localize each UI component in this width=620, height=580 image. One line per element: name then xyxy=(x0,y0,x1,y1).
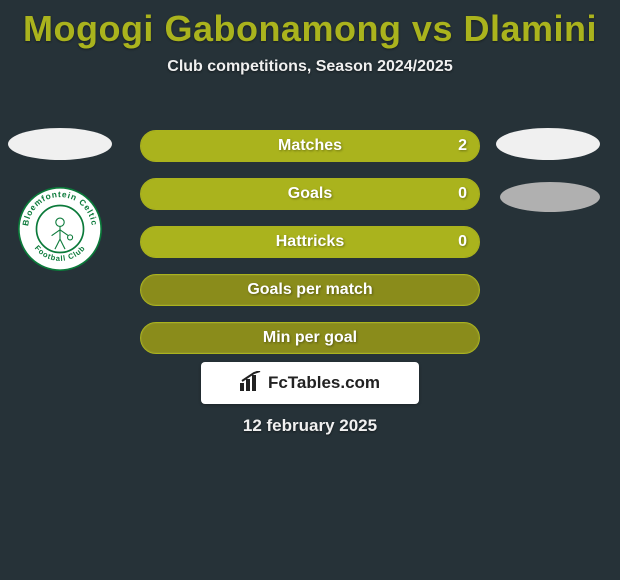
player-right-avatar xyxy=(496,128,600,160)
team-left-crest: Bloemfontein Celtic Football Club xyxy=(18,187,102,271)
stat-row: Min per goal xyxy=(140,322,480,354)
stat-row: Goals 0 xyxy=(140,178,480,210)
stat-value-right: 2 xyxy=(458,137,467,155)
stat-label: Matches xyxy=(278,137,342,155)
page-subtitle: Club competitions, Season 2024/2025 xyxy=(0,58,620,76)
stats-block: Matches 2 Goals 0 Hattricks 0 Goals per match M… xyxy=(140,130,480,370)
chart-icon xyxy=(240,371,262,396)
team-right-crest xyxy=(500,182,600,212)
branding-text: FcTables.com xyxy=(268,373,380,393)
footer-date: 12 february 2025 xyxy=(0,416,620,436)
stat-row: Matches 2 xyxy=(140,130,480,162)
player-left-avatar xyxy=(8,128,112,160)
stat-row: Hattricks 0 xyxy=(140,226,480,258)
branding-card[interactable]: FcTables.com xyxy=(201,362,419,404)
stat-row: Goals per match xyxy=(140,274,480,306)
stat-label: Goals xyxy=(288,185,332,203)
stat-label: Min per goal xyxy=(263,329,357,347)
stat-label: Goals per match xyxy=(247,281,372,299)
stat-value-right: 0 xyxy=(458,185,467,203)
page-title: Mogogi Gabonamong vs Dlamini xyxy=(0,8,620,50)
stat-value-right: 0 xyxy=(458,233,467,251)
stat-label: Hattricks xyxy=(276,233,344,251)
